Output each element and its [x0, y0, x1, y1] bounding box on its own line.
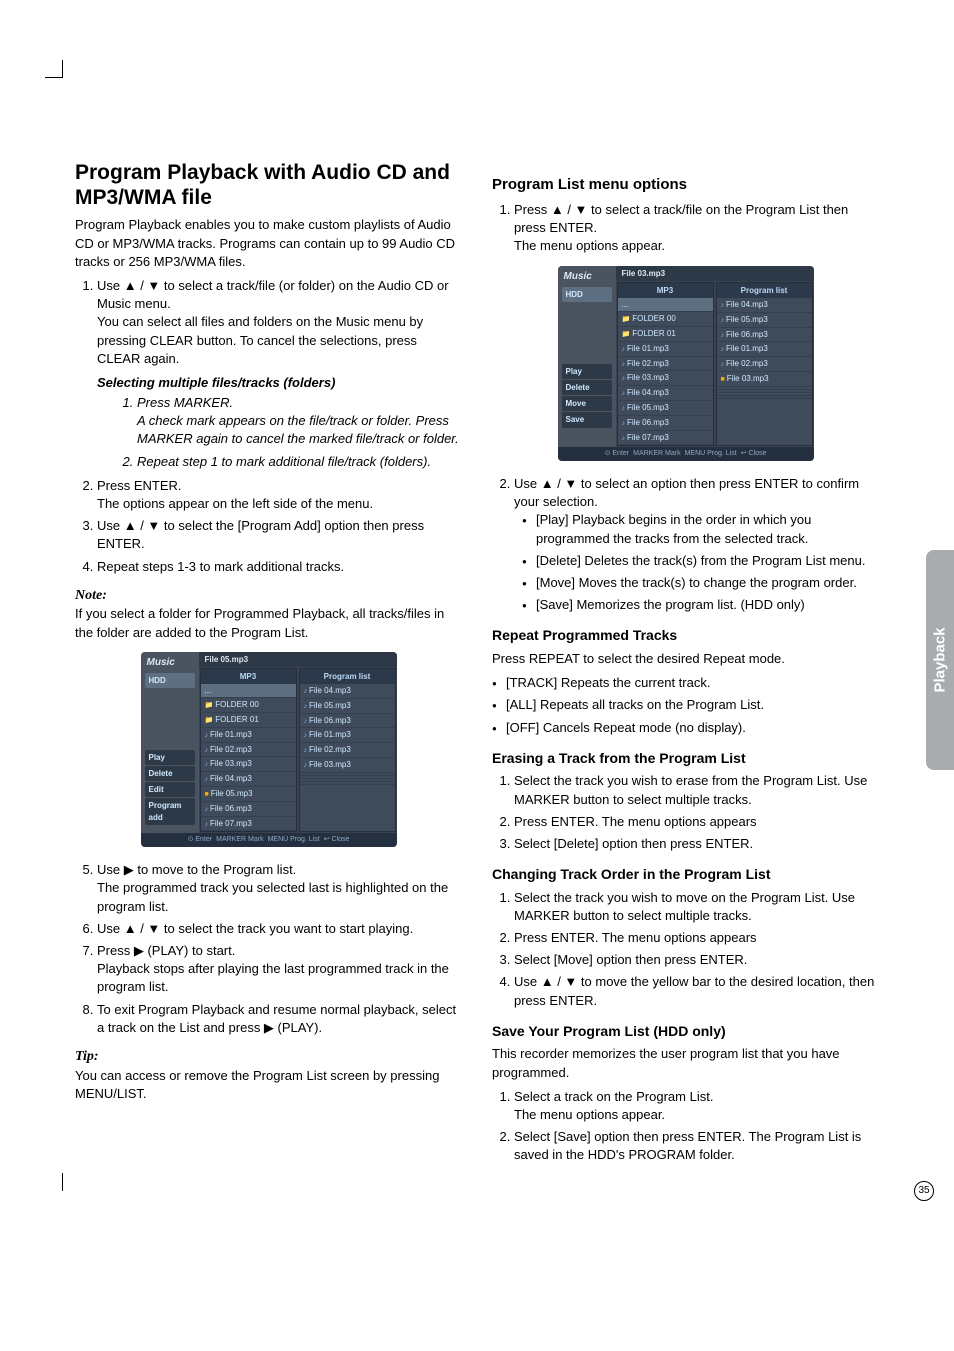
step: Select [Delete] option then press ENTER. — [514, 835, 879, 853]
section-heading: Program List menu options — [492, 174, 879, 195]
subsection-heading: Save Your Program List (HDD only) — [492, 1022, 879, 1042]
substep-text: Press MARKER. — [137, 395, 233, 410]
step-text: Select a track on the Program List. — [514, 1089, 713, 1104]
step: Press ENTER. The menu options appears — [514, 929, 879, 947]
option-list: [Play] Playback begins in the order in w… — [514, 511, 879, 614]
ui-screenshot-2: MusicHDDPlayDeleteMoveSaveFile 03.mp3MP3… — [558, 266, 814, 462]
option-item: [Move] Moves the track(s) to change the … — [536, 574, 879, 592]
step: Press ▲ / ▼ to select a track/file on th… — [514, 201, 879, 256]
step-text: Press ENTER. — [97, 478, 182, 493]
page-number: 35 — [914, 1181, 934, 1201]
ui-screenshot-1: MusicHDDPlayDeleteEditProgram addFile 05… — [141, 652, 397, 848]
list-item: [TRACK] Repeats the current track. — [506, 674, 879, 692]
step-text: Use ▶ to move to the Program list. — [97, 862, 296, 877]
substep-text: Repeat step 1 to mark additional file/tr… — [137, 454, 431, 469]
plm-steps-1: Press ▲ / ▼ to select a track/file on th… — [492, 201, 879, 256]
step: Select a track on the Program List. The … — [514, 1088, 879, 1124]
step-5: Use ▶ to move to the Program list. The p… — [97, 861, 462, 916]
step: Select the track you wish to erase from … — [514, 772, 879, 808]
option-item: [Delete] Deletes the track(s) from the P… — [536, 552, 879, 570]
step: Press ENTER. The menu options appears — [514, 813, 879, 831]
intro-text: Program Playback enables you to make cus… — [75, 216, 462, 271]
step-3: Use ▲ / ▼ to select the [Program Add] op… — [97, 517, 462, 553]
note-heading: Note: — [75, 586, 462, 606]
plm-steps-2: Use ▲ / ▼ to select an option then press… — [492, 475, 879, 614]
body-text: This recorder memorizes the user program… — [492, 1045, 879, 1081]
step-4: Repeat steps 1-3 to mark additional trac… — [97, 558, 462, 576]
substep-text: A check mark appears on the file/track o… — [137, 413, 459, 446]
right-column: Program List menu options Press ▲ / ▼ to… — [492, 160, 879, 1171]
subsection-heading: Erasing a Track from the Program List — [492, 749, 879, 769]
step-text: Use ▲ / ▼ to select a track/file (or fol… — [97, 278, 449, 311]
step-6: Use ▲ / ▼ to select the track you want t… — [97, 920, 462, 938]
save-steps: Select a track on the Program List. The … — [492, 1088, 879, 1165]
step-1: Use ▲ / ▼ to select a track/file (or fol… — [97, 277, 462, 471]
repeat-list: [TRACK] Repeats the current track. [ALL]… — [492, 674, 879, 737]
substeps: Press MARKER. A check mark appears on th… — [119, 394, 462, 471]
step-text: You can select all files and folders on … — [97, 314, 423, 365]
tip-heading: Tip: — [75, 1047, 462, 1067]
step: Select [Save] option then press ENTER. T… — [514, 1128, 879, 1164]
step: Select [Move] option then press ENTER. — [514, 951, 879, 969]
crop-mark — [45, 60, 63, 78]
erase-steps: Select the track you wish to erase from … — [492, 772, 879, 853]
step-text: The menu options appear. — [514, 238, 665, 253]
step-text: The programmed track you selected last i… — [97, 880, 448, 913]
step: Use ▲ / ▼ to move the yellow bar to the … — [514, 973, 879, 1009]
step-text: Press ▲ / ▼ to select a track/file on th… — [514, 202, 848, 235]
subsection-heading: Changing Track Order in the Program List — [492, 865, 879, 885]
option-item: [Save] Memorizes the program list. (HDD … — [536, 596, 879, 614]
step-text: Press ▶ (PLAY) to start. — [97, 943, 235, 958]
step-text: Use ▲ / ▼ to select the track you want t… — [97, 921, 413, 936]
section-tab-label: Playback — [930, 627, 951, 692]
step-8: To exit Program Playback and resume norm… — [97, 1001, 462, 1037]
note-text: If you select a folder for Programmed Pl… — [75, 605, 462, 641]
step-text: Playback stops after playing the last pr… — [97, 961, 449, 994]
main-steps-2: Use ▶ to move to the Program list. The p… — [75, 861, 462, 1037]
subsection-heading: Selecting multiple files/tracks (folders… — [97, 374, 462, 392]
step-text: Use ▲ / ▼ to select the [Program Add] op… — [97, 518, 424, 551]
crop-mark — [45, 1173, 63, 1191]
tip-text: You can access or remove the Program Lis… — [75, 1067, 462, 1103]
step-text: The options appear on the left side of t… — [97, 496, 373, 511]
order-steps: Select the track you wish to move on the… — [492, 889, 879, 1010]
step-text: Use ▲ / ▼ to select an option then press… — [514, 476, 859, 509]
page-title: Program Playback with Audio CD and MP3/W… — [75, 160, 462, 210]
step-7: Press ▶ (PLAY) to start. Playback stops … — [97, 942, 462, 997]
substep: Press MARKER. A check mark appears on th… — [137, 394, 462, 449]
body-text: Press REPEAT to select the desired Repea… — [492, 650, 879, 668]
subsection-heading: Repeat Programmed Tracks — [492, 626, 879, 646]
main-steps-1: Use ▲ / ▼ to select a track/file (or fol… — [75, 277, 462, 576]
list-item: [OFF] Cancels Repeat mode (no display). — [506, 719, 879, 737]
step: Select the track you wish to move on the… — [514, 889, 879, 925]
substep: Repeat step 1 to mark additional file/tr… — [137, 453, 462, 471]
step: Use ▲ / ▼ to select an option then press… — [514, 475, 879, 614]
step-2: Press ENTER. The options appear on the l… — [97, 477, 462, 513]
italic-substeps: Press MARKER. A check mark appears on th… — [97, 394, 462, 471]
step-text: The menu options appear. — [514, 1107, 665, 1122]
section-tab: Playback — [926, 550, 954, 770]
page-columns: Program Playback with Audio CD and MP3/W… — [75, 160, 879, 1171]
list-item: [ALL] Repeats all tracks on the Program … — [506, 696, 879, 714]
left-column: Program Playback with Audio CD and MP3/W… — [75, 160, 462, 1171]
option-item: [Play] Playback begins in the order in w… — [536, 511, 879, 547]
step-text: Repeat steps 1-3 to mark additional trac… — [97, 559, 344, 574]
step-text: To exit Program Playback and resume norm… — [97, 1002, 456, 1035]
